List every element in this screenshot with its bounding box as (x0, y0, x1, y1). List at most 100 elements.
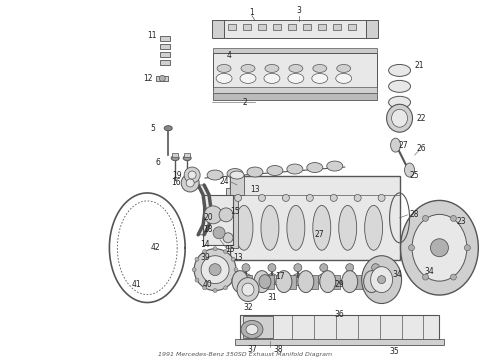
Bar (243, 24, 251, 30)
Text: 17: 17 (275, 272, 285, 281)
Ellipse shape (346, 264, 354, 272)
Ellipse shape (378, 276, 386, 284)
Ellipse shape (409, 245, 415, 251)
Ellipse shape (422, 274, 428, 280)
Ellipse shape (247, 167, 263, 177)
Bar (366, 20, 378, 37)
Ellipse shape (223, 286, 227, 290)
Ellipse shape (242, 264, 250, 272)
Ellipse shape (227, 168, 243, 179)
Ellipse shape (400, 201, 478, 295)
Bar (213, 24, 221, 30)
Ellipse shape (288, 73, 304, 84)
Text: 2: 2 (243, 98, 247, 107)
Bar (303, 24, 311, 30)
Text: 19: 19 (172, 171, 182, 180)
Ellipse shape (203, 286, 207, 290)
Bar (288, 275, 296, 289)
Bar (230, 175, 244, 195)
Ellipse shape (387, 104, 413, 132)
Ellipse shape (289, 64, 303, 72)
Text: 22: 22 (417, 114, 426, 123)
Bar (156, 76, 168, 81)
Bar (213, 54, 377, 91)
Bar (160, 36, 170, 41)
Ellipse shape (339, 206, 357, 250)
Text: 42: 42 (150, 243, 160, 252)
Bar (203, 195, 233, 245)
Text: 29: 29 (335, 280, 344, 289)
Bar (230, 176, 399, 260)
Ellipse shape (213, 289, 217, 293)
Ellipse shape (276, 271, 292, 293)
Ellipse shape (268, 264, 276, 272)
Bar (235, 339, 444, 345)
Ellipse shape (282, 194, 290, 201)
Ellipse shape (159, 75, 165, 81)
Bar (333, 24, 341, 30)
Ellipse shape (213, 247, 217, 251)
Ellipse shape (194, 249, 236, 291)
Ellipse shape (216, 73, 232, 84)
Ellipse shape (370, 267, 392, 293)
Ellipse shape (389, 96, 411, 108)
Ellipse shape (204, 206, 222, 224)
Ellipse shape (412, 214, 467, 281)
Ellipse shape (223, 249, 227, 253)
Bar (160, 52, 170, 57)
Ellipse shape (241, 320, 263, 338)
Text: 35: 35 (390, 347, 399, 356)
Text: 1: 1 (249, 8, 254, 17)
Bar (354, 275, 362, 289)
Bar (213, 48, 377, 54)
Text: 6: 6 (156, 158, 161, 167)
Ellipse shape (203, 249, 207, 253)
Ellipse shape (292, 274, 304, 285)
Ellipse shape (264, 73, 280, 84)
Bar (226, 188, 238, 248)
Ellipse shape (232, 271, 248, 293)
Ellipse shape (320, 264, 328, 272)
Bar (244, 275, 252, 289)
Ellipse shape (450, 274, 456, 280)
Ellipse shape (240, 73, 256, 84)
Ellipse shape (181, 174, 199, 192)
Text: 4: 4 (226, 51, 231, 60)
Ellipse shape (343, 274, 356, 285)
Bar (228, 24, 236, 30)
Text: 1991 Mercedes-Benz 350SD Exhaust Manifold Diagram: 1991 Mercedes-Benz 350SD Exhaust Manifol… (158, 352, 332, 357)
Ellipse shape (207, 170, 223, 180)
Ellipse shape (364, 271, 380, 293)
Text: 15: 15 (225, 245, 235, 254)
Bar (184, 153, 190, 157)
Ellipse shape (195, 278, 199, 282)
Ellipse shape (465, 245, 470, 251)
Bar (348, 24, 356, 30)
Ellipse shape (231, 278, 235, 282)
Text: 36: 36 (335, 310, 344, 319)
Text: 37: 37 (247, 345, 257, 354)
Ellipse shape (330, 194, 337, 201)
Ellipse shape (287, 206, 305, 250)
Ellipse shape (318, 274, 330, 285)
Bar (172, 153, 178, 157)
Ellipse shape (371, 264, 380, 272)
Ellipse shape (266, 274, 278, 285)
Text: 18: 18 (203, 225, 213, 234)
Ellipse shape (298, 271, 314, 293)
Bar (318, 24, 326, 30)
Ellipse shape (313, 64, 327, 72)
Ellipse shape (188, 171, 196, 179)
Ellipse shape (378, 194, 385, 201)
Ellipse shape (183, 156, 191, 161)
Ellipse shape (365, 206, 383, 250)
Text: 13: 13 (250, 185, 260, 194)
Text: 11: 11 (147, 31, 157, 40)
Bar (213, 93, 377, 100)
Bar (310, 275, 318, 289)
Ellipse shape (195, 257, 199, 261)
Text: 21: 21 (415, 61, 424, 70)
Bar (288, 24, 296, 30)
Ellipse shape (231, 257, 235, 261)
Text: 31: 31 (267, 293, 277, 302)
